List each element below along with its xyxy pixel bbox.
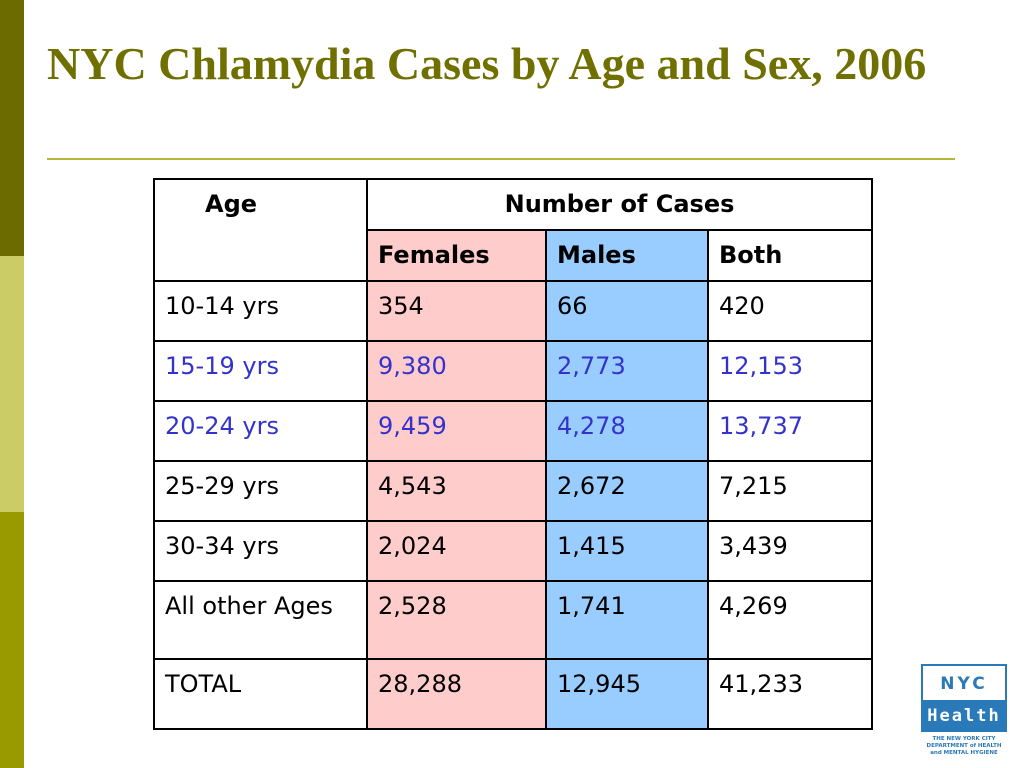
cell-males: 4,278 bbox=[545, 400, 709, 462]
header-females: Females bbox=[366, 229, 547, 282]
cell-males: 12,945 bbox=[545, 658, 709, 730]
cell-both: 13,737 bbox=[706, 400, 874, 462]
table-row: 25-29 yrs 4,543 2,672 7,215 bbox=[153, 460, 874, 522]
cell-males: 66 bbox=[545, 280, 709, 342]
left-bar-segment-light bbox=[0, 256, 24, 512]
cell-males: 1,415 bbox=[545, 520, 709, 582]
table-row: 15-19 yrs 9,380 2,773 12,153 bbox=[153, 340, 874, 402]
table-row: All other Ages 2,528 1,741 4,269 bbox=[153, 580, 874, 660]
left-bar-segment-mid bbox=[0, 512, 24, 768]
logo-dept-line: and MENTAL HYGIENE bbox=[930, 750, 998, 756]
cell-females: 9,459 bbox=[366, 400, 547, 462]
table-header-row: Age Number of Cases bbox=[153, 178, 874, 282]
cell-females: 9,380 bbox=[366, 340, 547, 402]
cell-age: 20-24 yrs bbox=[153, 400, 368, 462]
cell-females: 28,288 bbox=[366, 658, 547, 730]
header-number-of-cases: Number of Cases bbox=[365, 178, 874, 231]
cases-table: Age Number of Cases Females Males Both 1… bbox=[153, 178, 874, 730]
nyc-health-logo: NYC Health THE NEW YORK CITY DEPARTMENT … bbox=[921, 664, 1007, 764]
cell-males: 1,741 bbox=[545, 580, 709, 660]
cell-both: 12,153 bbox=[706, 340, 874, 402]
header-age: Age bbox=[153, 178, 368, 282]
slide-title: NYC Chlamydia Cases by Age and Sex, 2006 bbox=[47, 38, 927, 89]
cell-both: 4,269 bbox=[706, 580, 874, 660]
logo-department-text: THE NEW YORK CITY DEPARTMENT of HEALTH a… bbox=[921, 736, 1007, 757]
logo-dept-line: THE NEW YORK CITY bbox=[932, 736, 996, 742]
logo-health-text: Health bbox=[921, 700, 1007, 732]
header-males: Males bbox=[545, 229, 709, 282]
cell-age: 15-19 yrs bbox=[153, 340, 368, 402]
cell-females: 354 bbox=[366, 280, 547, 342]
table-row: 10-14 yrs 354 66 420 bbox=[153, 280, 874, 342]
title-underline bbox=[47, 158, 955, 160]
table-row-total: TOTAL 28,288 12,945 41,233 bbox=[153, 658, 874, 730]
logo-dept-line: DEPARTMENT of HEALTH bbox=[926, 743, 1002, 749]
logo-nyc-text: NYC bbox=[921, 664, 1007, 704]
cell-females: 4,543 bbox=[366, 460, 547, 522]
cell-age: All other Ages bbox=[153, 580, 368, 660]
header-both: Both bbox=[706, 229, 874, 282]
cell-females: 2,528 bbox=[366, 580, 547, 660]
cell-age: TOTAL bbox=[153, 658, 368, 730]
cell-age: 25-29 yrs bbox=[153, 460, 368, 522]
table-subheader-row: Females Males Both bbox=[154, 229, 874, 282]
cell-age: 30-34 yrs bbox=[153, 520, 368, 582]
table-row: 30-34 yrs 2,024 1,415 3,439 bbox=[153, 520, 874, 582]
cell-both: 3,439 bbox=[706, 520, 874, 582]
cell-both: 420 bbox=[706, 280, 874, 342]
cell-both: 7,215 bbox=[706, 460, 874, 522]
table-row: 20-24 yrs 9,459 4,278 13,737 bbox=[153, 400, 874, 462]
cell-both: 41,233 bbox=[706, 658, 874, 730]
cell-age: 10-14 yrs bbox=[153, 280, 368, 342]
cell-males: 2,773 bbox=[545, 340, 709, 402]
cell-males: 2,672 bbox=[545, 460, 709, 522]
left-bar-segment-dark bbox=[0, 0, 24, 256]
left-decorative-bar bbox=[0, 0, 24, 768]
cell-females: 2,024 bbox=[366, 520, 547, 582]
